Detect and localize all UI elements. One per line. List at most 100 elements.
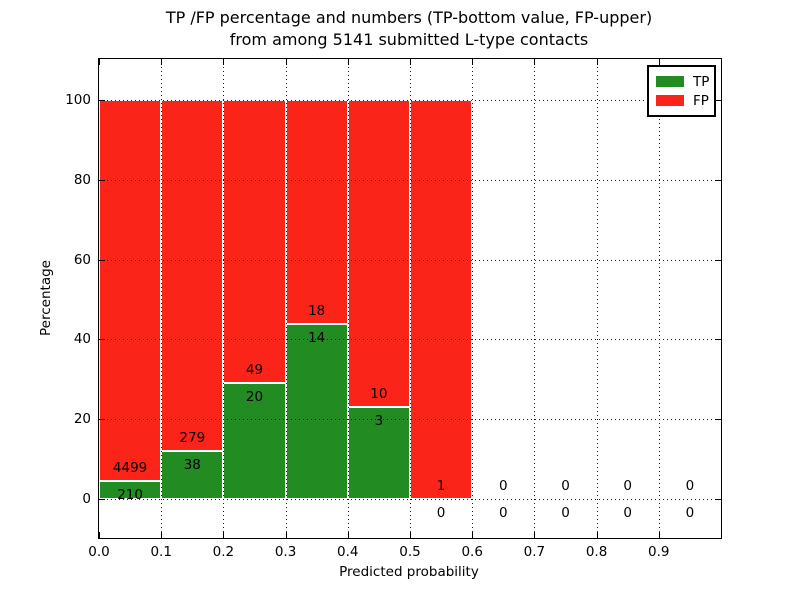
x-tick-mark [596,59,598,65]
bar-count-label-tp: 3 [374,412,384,429]
x-tick-label: 0.0 [88,544,110,560]
chart-title-line2: from among 5141 submitted L-type contact… [229,30,589,49]
legend-label: FP [693,92,709,109]
x-tick-label: 0.7 [523,544,546,560]
bar-count-label-fp: 10 [370,385,388,402]
x-grid-line [161,59,163,538]
x-tick-mark [472,59,474,65]
bar-segment-fp [285,100,348,325]
x-grid-line [347,59,349,538]
y-tick-mark [99,259,105,261]
x-tick-mark [410,59,411,65]
y-tick-label: 60 [73,251,91,268]
bar-segment-tp [161,451,224,499]
bar-count-label-tp: 14 [308,330,326,347]
x-tick-mark [347,59,349,65]
x-tick-mark [534,532,536,538]
x-grid-line [285,59,287,538]
y-tick-mark [99,419,105,421]
bar-count-label-tp: 0 [499,505,508,521]
x-tick-label: 0.6 [461,544,483,560]
bar-count-label-fp: 0 [685,477,695,494]
bar-count-label-fp: 18 [308,303,326,320]
bar-segment-fp [347,100,410,407]
legend: TP FP [647,65,716,117]
bar-count-label-tp: 38 [183,457,201,474]
x-tick-mark [285,532,287,538]
legend-item-tp: TP [656,72,714,91]
x-tick-mark [223,59,225,65]
bar-segment-tp [99,481,162,499]
y-tick-mark [715,259,721,261]
bar-count-label-tp: 0 [436,505,446,521]
y-tick-mark [99,179,105,181]
x-tick-label: 0.9 [648,544,670,560]
bar-count-label-fp: 279 [179,429,206,446]
x-grid-line [472,59,474,538]
bar-count-label-fp: 0 [623,477,632,494]
x-grid-line [658,59,660,538]
x-tick-label: 0.5 [399,544,421,560]
x-grid-line [534,59,536,538]
x-grid-line [223,59,225,538]
chart-title: TP /FP percentage and numbers (TP-bottom… [98,7,720,51]
bar-count-label-tp: 0 [685,505,695,521]
y-tick-label: 100 [65,92,91,108]
x-grid-line [596,59,598,538]
y-tick-mark [715,339,721,341]
x-tick-label: 0.3 [274,544,297,560]
x-tick-label: 0.1 [150,544,172,560]
x-tick-mark [658,59,660,65]
x-axis-label: Predicted probability [339,564,479,580]
legend-item-fp: FP [656,91,714,110]
legend-label: TP [693,73,710,90]
bar-count-label-fp: 1 [436,477,446,494]
x-tick-label: 0.2 [212,544,235,560]
bar-segment-tp [347,406,410,499]
x-tick-mark [161,59,163,65]
x-tick-mark [347,532,349,538]
y-tick-mark [715,179,721,181]
legend-swatch-fp [656,95,684,106]
y-tick-mark [99,339,105,341]
bar-count-label-fp: 49 [245,362,264,379]
y-tick-mark [715,100,721,101]
y-tick-label: 0 [82,491,91,507]
y-tick-mark [99,499,105,500]
x-grid-line [410,59,411,538]
y-tick-label: 20 [73,411,91,428]
x-tick-mark [410,532,411,538]
x-tick-mark [472,532,474,538]
bar-count-label-tp: 20 [245,389,264,406]
x-tick-mark [223,532,225,538]
x-tick-mark [596,532,598,538]
x-tick-mark [99,532,100,538]
x-tick-label: 0.4 [337,544,359,560]
bar-segment-fp [99,100,162,482]
x-tick-mark [658,532,660,538]
bar-segment-tp [285,324,348,499]
bar-count-label-fp: 0 [499,477,508,494]
x-tick-mark [534,59,536,65]
y-tick-label: 40 [73,331,91,348]
x-tick-mark [161,532,163,538]
bar-count-label-tp: 0 [623,505,632,521]
plot-area: TP FP 4499 210 279 38 49 20 18 14 10 3 1 0 0 0 0 0 0 0 0 0 0 2… [65,58,722,560]
x-tick-mark [99,59,100,65]
y-tick-mark [715,499,721,500]
y-axis-label: Percentage [38,260,54,336]
y-tick-mark [99,100,105,101]
bar-count-label-tp: 210 [117,487,143,504]
bar-segment-fp [223,100,286,384]
x-tick-label: 0.8 [585,544,608,560]
x-tick-mark [285,59,287,65]
y-tick-mark [715,419,721,421]
bar-segment-fp [161,100,224,452]
legend-swatch-tp [656,76,684,87]
bar-count-label-fp: 0 [561,477,570,494]
bar-count-label-fp: 4499 [112,460,148,476]
y-tick-label: 80 [73,171,91,188]
bar-segment-fp [410,100,473,499]
bar-segment-tp [223,383,286,499]
